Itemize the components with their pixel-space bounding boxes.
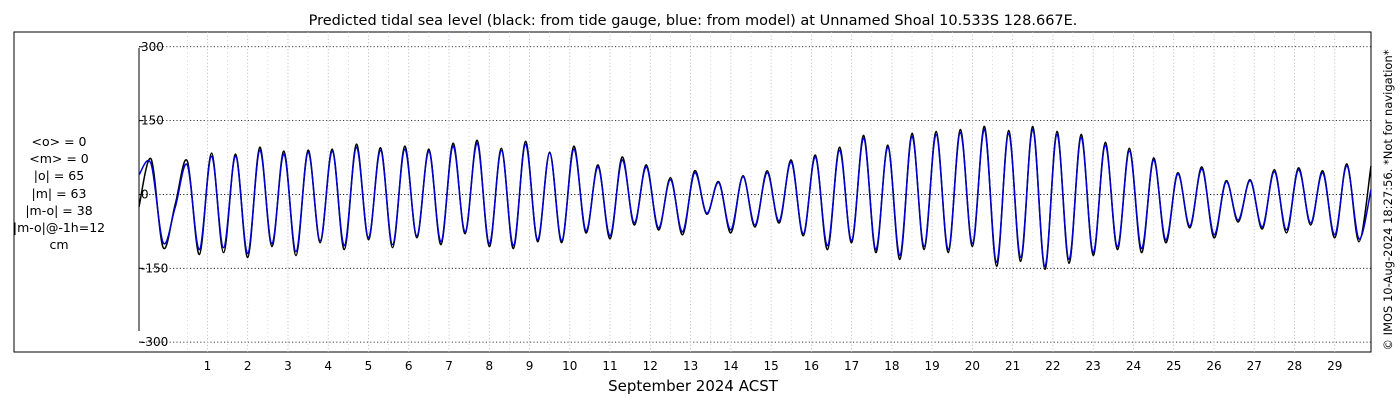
- y-ticks: -300 -150 0 150 300: [139, 40, 168, 349]
- y-tick-label: 300: [141, 40, 164, 54]
- x-tick-label: 25: [1166, 359, 1181, 373]
- series-line-tide-gauge: [138, 125, 1372, 271]
- stat-mean-model: <m> = 0: [29, 151, 89, 167]
- x-tick-label: 2: [244, 359, 252, 373]
- x-tick-label: 9: [526, 359, 534, 373]
- x-tick-label: 20: [965, 359, 980, 373]
- x-tick-label: 24: [1126, 359, 1141, 373]
- x-tick-label: 19: [925, 359, 940, 373]
- stat-units: cm: [49, 237, 69, 253]
- x-axis-label: September 2024 ACST: [608, 377, 779, 395]
- x-tick-label: 5: [365, 359, 373, 373]
- outer-frame: [13, 31, 1372, 353]
- x-tick-label: 23: [1086, 359, 1101, 373]
- x-ticks: 1 2 3 4 5 6 7 8 9 10 11 12 13 14 15 16 17 18 19 20 21 22 23 24 2…: [204, 359, 1343, 373]
- x-tick-label: 18: [884, 359, 899, 373]
- x-tick-label: 16: [804, 359, 819, 373]
- series-line-model: [138, 128, 1372, 268]
- credit-text: © IMOS 10-Aug-2024 18:27:56. *Not for na…: [1381, 49, 1395, 350]
- x-tick-label: 13: [683, 359, 698, 373]
- stats-panel: <o> = 0 <m> = 0 |o| = 65 |m| = 63 |m-o| …: [4, 133, 114, 253]
- x-tick-label: 7: [445, 359, 453, 373]
- x-tick-label: 26: [1206, 359, 1221, 373]
- y-tick-label: -300: [141, 335, 168, 349]
- x-tick-label: 22: [1045, 359, 1060, 373]
- x-tick-label: 21: [1005, 359, 1020, 373]
- stat-abs-diff: |m-o| = 38: [25, 202, 93, 218]
- y-tick-label: -150: [141, 261, 168, 275]
- x-tick-label: 4: [324, 359, 332, 373]
- x-tick-label: 8: [485, 359, 493, 373]
- x-tick-label: 10: [562, 359, 577, 373]
- x-tick-label: 28: [1287, 359, 1302, 373]
- grid: [139, 32, 1371, 352]
- x-tick-label: 29: [1327, 359, 1342, 373]
- x-tick-label: 15: [763, 359, 778, 373]
- chart-title: Predicted tidal sea level (black: from t…: [309, 13, 1078, 29]
- stat-abs-diff-lag: |m-o|@-1h=12: [12, 220, 106, 236]
- stat-abs-observed: |o| = 65: [33, 168, 85, 184]
- x-tick-label: 27: [1247, 359, 1262, 373]
- x-tick-label: 17: [844, 359, 859, 373]
- x-tick-label: 12: [643, 359, 658, 373]
- series-group: [138, 125, 1372, 271]
- stat-mean-observed: <o> = 0: [31, 134, 87, 149]
- x-tick-label: 14: [723, 359, 738, 373]
- x-tick-label: 11: [602, 359, 617, 373]
- x-tick-label: 3: [284, 359, 292, 373]
- x-tick-label: 1: [204, 359, 212, 373]
- y-tick-label: 150: [141, 114, 164, 128]
- y-tick-label: 0: [141, 187, 149, 201]
- x-tick-label: 6: [405, 359, 413, 373]
- stat-abs-model: |m| = 63: [31, 185, 87, 201]
